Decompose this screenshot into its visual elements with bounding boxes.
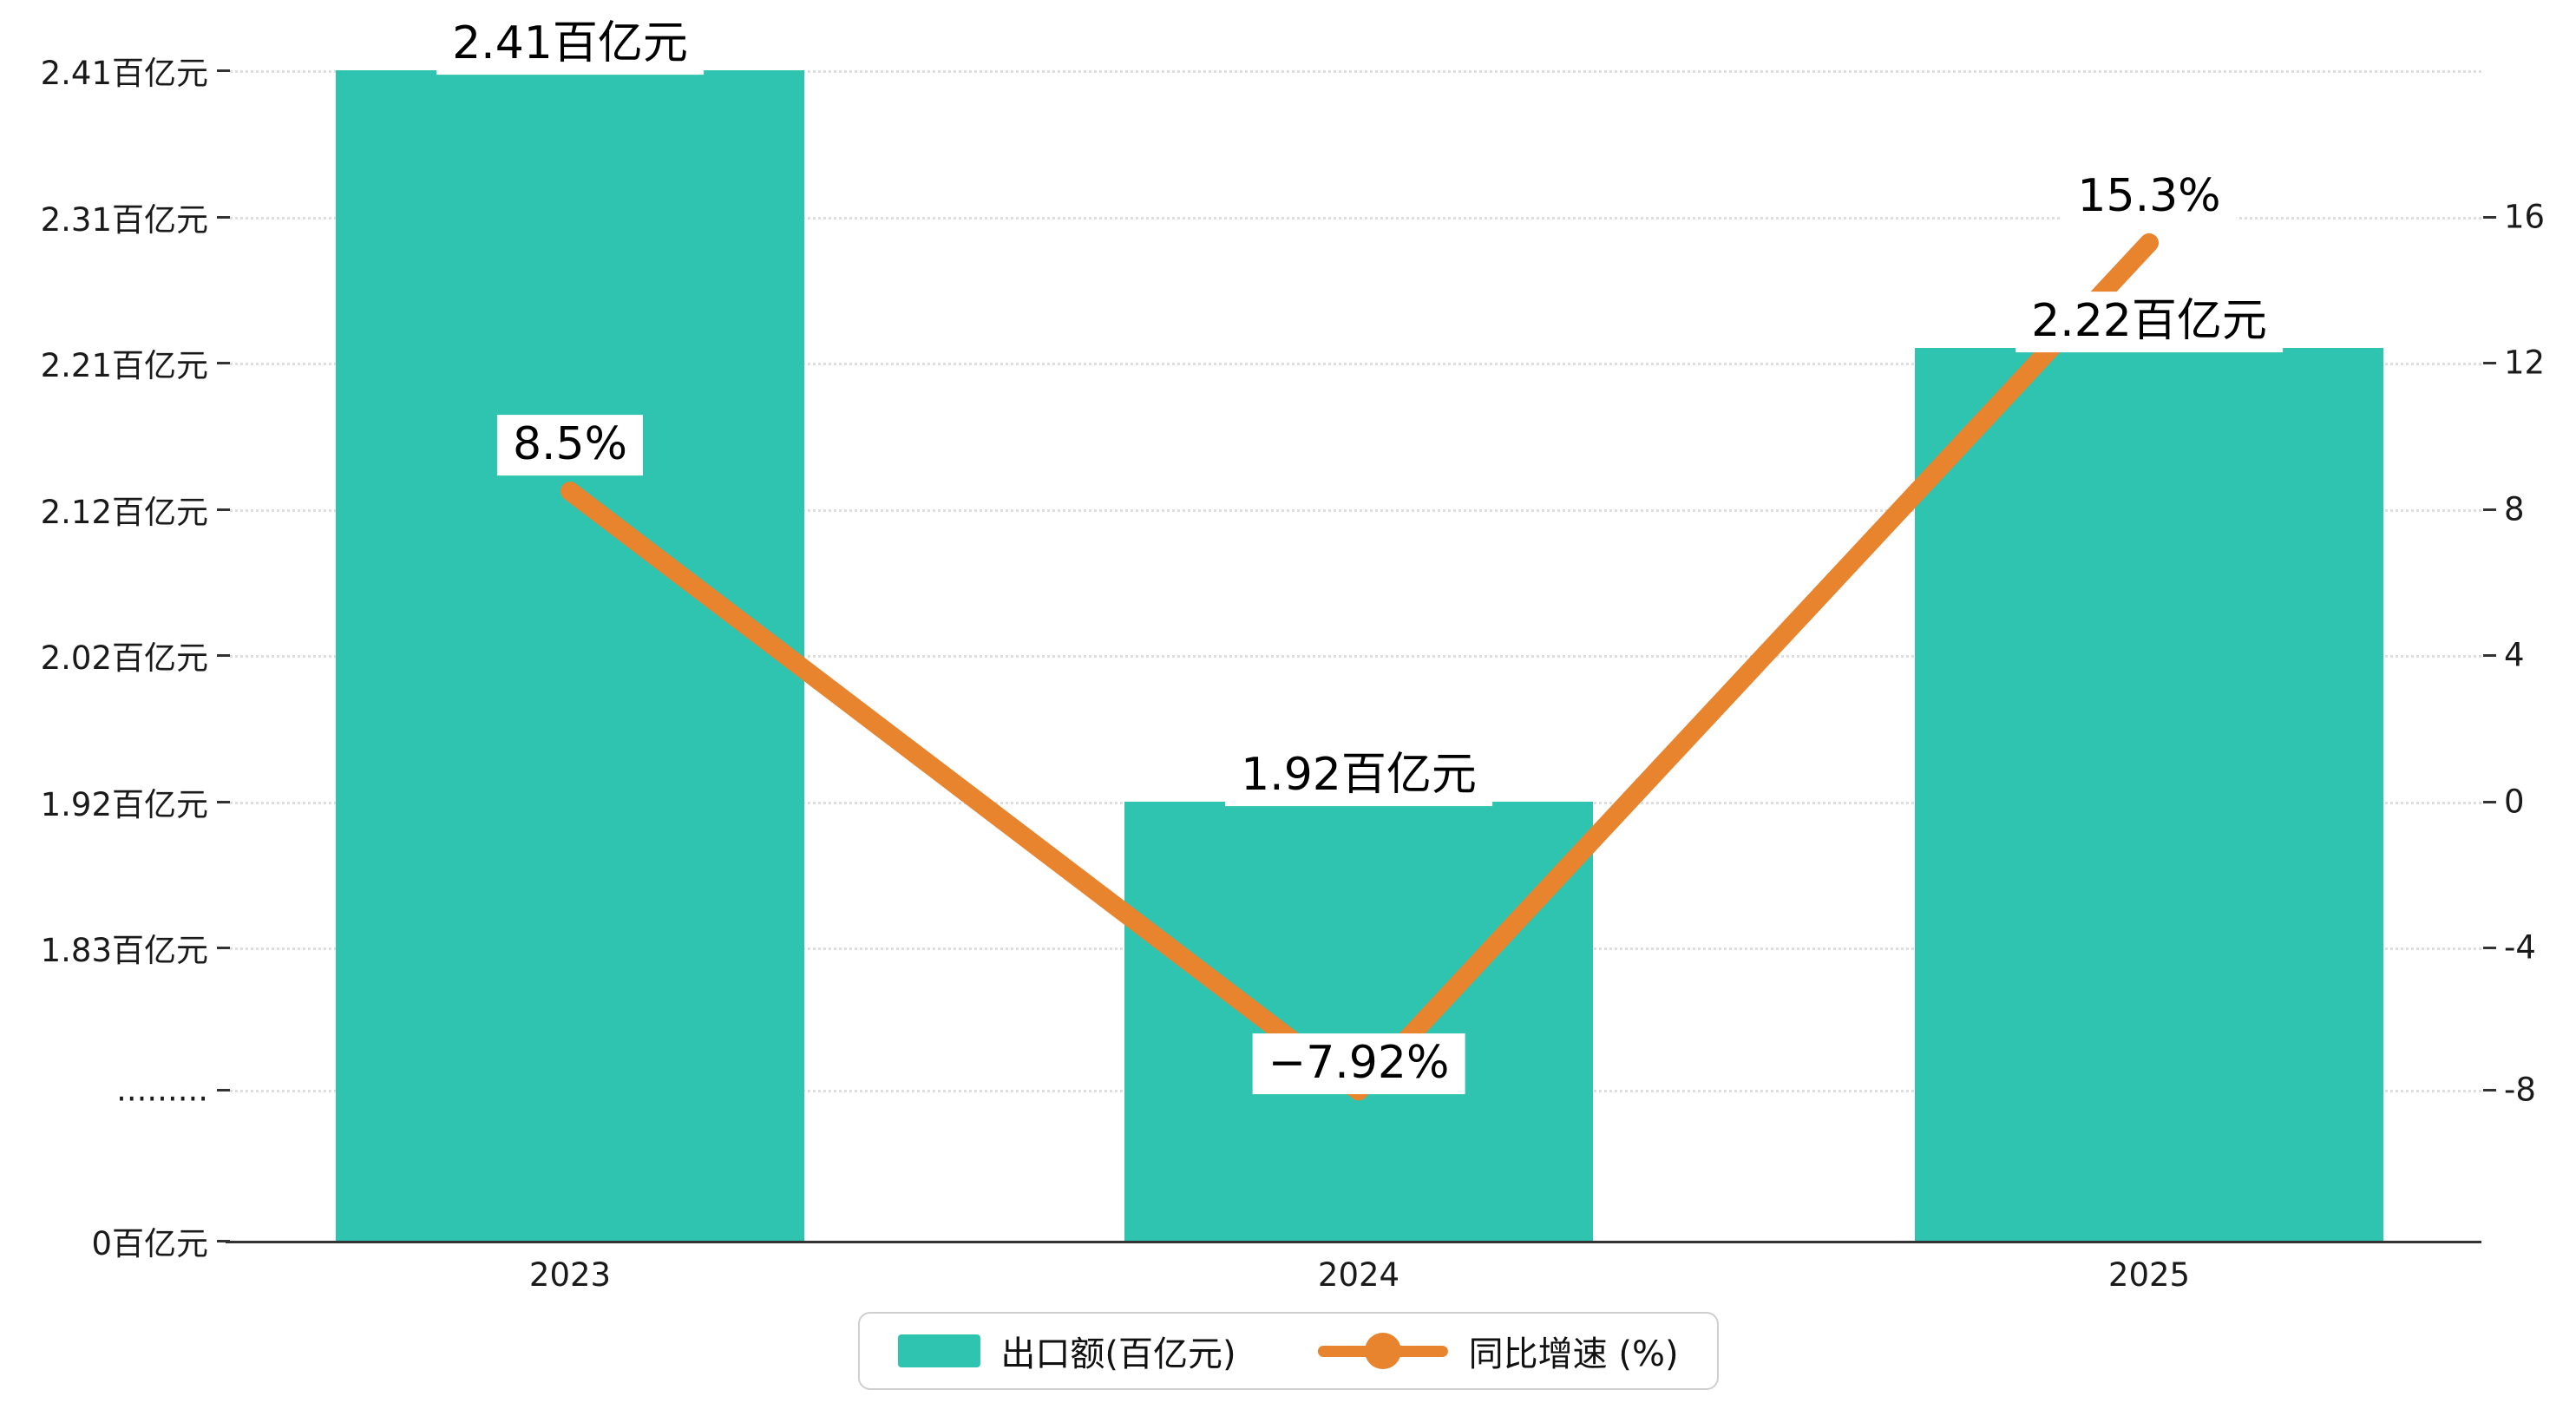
left-axis-tick-label: 0百亿元 <box>91 1225 208 1262</box>
left-axis-tick-mark <box>217 1089 230 1092</box>
right-axis-tick-label: -4 <box>2504 928 2536 967</box>
left-axis-tick-label: 2.21百亿元 <box>40 347 208 384</box>
bar <box>1915 348 2383 1241</box>
bar-value-label: 1.92百亿元 <box>1225 745 1492 806</box>
legend-bar-label: 出口额(百亿元) <box>1000 1334 1236 1374</box>
gridline <box>230 217 2481 220</box>
right-axis-tick-label: 8 <box>2504 490 2525 528</box>
x-tick-label: 2023 <box>528 1256 612 1294</box>
line-value-label: 8.5% <box>496 415 644 476</box>
legend: 出口额(百亿元) 同比增速 (%) <box>857 1312 1719 1390</box>
right-axis-tick-label: 0 <box>2504 783 2525 821</box>
left-axis-tick-label: ......... <box>116 1071 208 1109</box>
bar-value-label: 2.41百亿元 <box>436 14 704 75</box>
left-axis-tick-mark <box>217 508 230 511</box>
left-axis-tick-label: 1.92百亿元 <box>40 786 208 823</box>
bar-value-label: 2.22百亿元 <box>2016 292 2283 353</box>
left-axis-tick-label: 2.12百亿元 <box>40 494 208 531</box>
legend-bar-swatch-icon <box>897 1334 980 1367</box>
line-value-label: −7.92% <box>1252 1033 1465 1095</box>
right-axis-tick-mark <box>2483 801 2496 803</box>
right-axis-tick-label: 16 <box>2504 198 2546 236</box>
left-axis-tick-label: 2.41百亿元 <box>40 55 208 92</box>
left-axis-tick-mark <box>217 801 230 803</box>
right-axis-tick-mark <box>2483 1089 2496 1092</box>
right-axis-tick-mark <box>2483 947 2496 949</box>
right-axis-tick-label: 4 <box>2504 636 2525 674</box>
left-axis-tick-label: 2.31百亿元 <box>40 201 208 239</box>
x-axis-line <box>226 1241 2481 1243</box>
left-axis-tick-mark <box>217 947 230 949</box>
left-axis-tick-mark <box>217 216 230 219</box>
right-axis-tick-label: 12 <box>2504 344 2546 382</box>
left-axis-tick-label: 2.02百亿元 <box>40 639 208 677</box>
legend-dot-icon <box>1364 1333 1401 1369</box>
left-axis-tick-mark <box>217 654 230 657</box>
right-axis-tick-mark <box>2483 654 2496 657</box>
legend-line-marker-icon <box>1317 1331 1448 1371</box>
bar <box>336 70 804 1241</box>
right-axis-tick-mark <box>2483 216 2496 219</box>
right-axis-tick-label: -8 <box>2504 1071 2536 1109</box>
left-axis-tick-mark <box>217 69 230 72</box>
left-axis-tick-mark <box>217 1240 230 1242</box>
right-axis-tick-mark <box>2483 362 2496 364</box>
x-tick-label: 2024 <box>1317 1256 1400 1294</box>
line-value-label: 15.3% <box>2061 166 2237 227</box>
right-axis-tick-mark <box>2483 508 2496 511</box>
gridline <box>230 70 2481 73</box>
bar <box>1124 802 1593 1241</box>
left-axis-tick-label: 1.83百亿元 <box>40 932 208 969</box>
x-tick-label: 2025 <box>2107 1256 2191 1294</box>
left-axis-tick-mark <box>217 362 230 364</box>
legend-line-label: 同比增速 (%) <box>1468 1334 1679 1374</box>
